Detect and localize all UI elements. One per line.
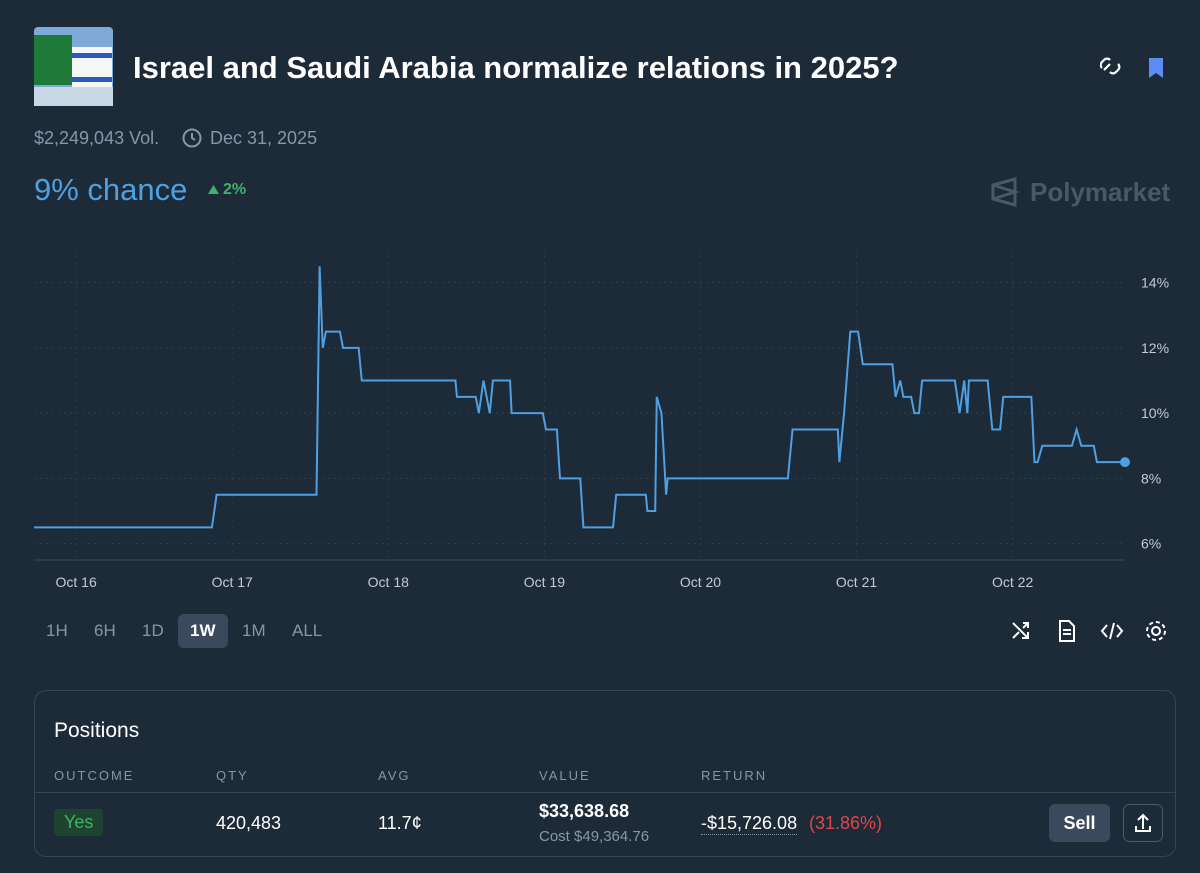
chance: 9% chance: [34, 172, 188, 207]
end-date: Dec 31, 2025: [210, 128, 318, 148]
x-tick-label: Oct 18: [368, 574, 409, 590]
column-header: OUTCOME: [54, 768, 135, 783]
x-tick-label: Oct 21: [836, 574, 877, 590]
sell-button[interactable]: Sell: [1049, 804, 1110, 842]
price-chart: 6% 8% 10% 12% 14% Oct 16 Oct 17 Oct 18 Oct 19 Oct…: [34, 250, 1169, 590]
return-pct: (31.86%): [809, 813, 883, 833]
range-button[interactable]: 1H: [46, 621, 68, 640]
positions-title: Positions: [54, 719, 140, 742]
column-header: QTY: [216, 768, 249, 783]
column-header: VALUE: [539, 768, 591, 783]
range-button[interactable]: 6H: [94, 621, 116, 640]
y-tick-label: 12%: [1141, 340, 1169, 356]
share-button[interactable]: [1123, 804, 1163, 842]
market-image: [34, 27, 113, 106]
avg: 11.7¢: [378, 813, 422, 833]
positions-panel: [34, 690, 1176, 857]
y-tick-label: 10%: [1141, 405, 1169, 421]
last-point: [1120, 457, 1130, 468]
header-icons[interactable]: [1100, 56, 1170, 80]
brand: Polymarket: [1030, 177, 1171, 207]
x-tick-label: Oct 17: [212, 574, 253, 590]
cost: Cost $49,364.76: [539, 828, 650, 845]
row-divider: [35, 792, 1175, 793]
brand-logo: [991, 177, 1020, 207]
x-tick-label: Oct 16: [56, 574, 97, 590]
qty: 420,483: [216, 813, 282, 833]
outcome: Yes: [54, 809, 104, 836]
y-tick-label: 6%: [1141, 536, 1161, 552]
value: $33,638.68: [539, 801, 630, 821]
up-arrow: [208, 185, 219, 194]
clock-icon: [182, 128, 202, 148]
chart-tools[interactable]: [1010, 619, 1170, 643]
x-tick-label: Oct 19: [524, 574, 565, 590]
range-button[interactable]: 1W: [178, 614, 228, 648]
column-header: RETURN: [701, 768, 768, 783]
change: 2%: [223, 181, 247, 198]
y-tick-label: 14%: [1141, 275, 1169, 291]
y-tick-label: 8%: [1141, 470, 1161, 486]
range-button[interactable]: ALL: [292, 621, 323, 640]
x-tick-label: Oct 20: [680, 574, 721, 590]
column-header: AVG: [378, 768, 411, 783]
market-title: Israel and Saudi Arabia normalize relati…: [133, 50, 899, 85]
range-button[interactable]: 1M: [242, 621, 266, 640]
volume: $2,249,043 Vol.: [34, 128, 160, 148]
return: -$15,726.08: [701, 813, 798, 835]
x-tick-label: Oct 22: [992, 574, 1033, 590]
range-button[interactable]: 1D: [142, 621, 164, 640]
price-line: [34, 266, 1125, 529]
